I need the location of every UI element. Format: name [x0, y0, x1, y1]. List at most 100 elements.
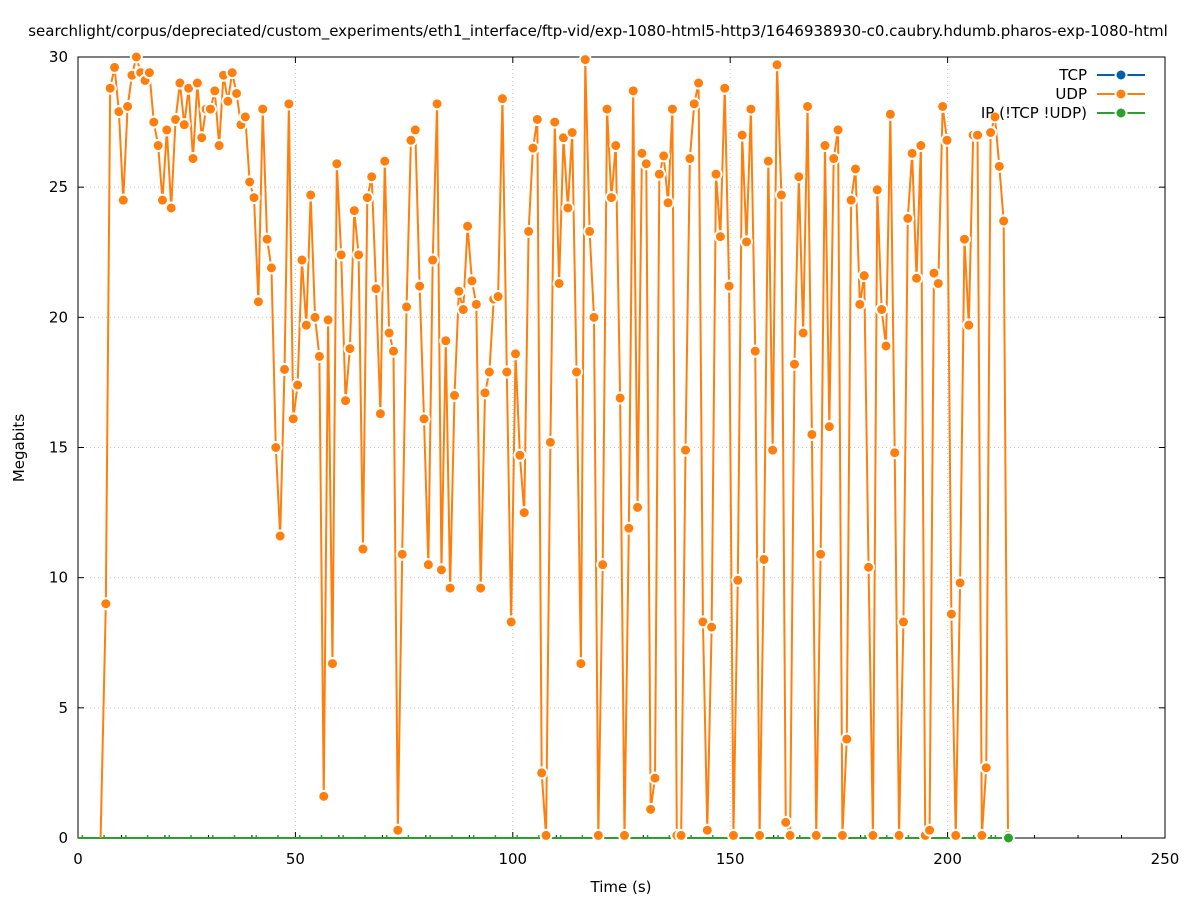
udp-data-point	[264, 261, 278, 275]
x-tick-label: 100	[498, 850, 527, 868]
udp-data-point	[631, 500, 645, 514]
udp-data-point	[639, 157, 653, 171]
udp-data-point	[108, 60, 122, 74]
udp-data-point	[439, 334, 453, 348]
udp-data-point	[356, 542, 370, 556]
udp-data-point	[940, 133, 954, 147]
udp-data-point	[190, 76, 204, 90]
udp-data-point	[718, 81, 732, 95]
udp-data-point	[565, 125, 579, 139]
udp-data-point	[596, 558, 610, 572]
legend-label: TCP	[1058, 66, 1087, 84]
udp-data-point	[212, 139, 226, 153]
udp-data-point	[726, 828, 740, 842]
legend-marker	[1114, 106, 1128, 120]
udp-data-point	[787, 357, 801, 371]
udp-data-point	[273, 529, 287, 543]
udp-data-point	[286, 412, 300, 426]
udp-data-point	[474, 581, 488, 595]
udp-data-point	[809, 828, 823, 842]
udp-data-point	[879, 339, 893, 353]
udp-data-point	[818, 139, 832, 153]
udp-data-point	[657, 149, 671, 163]
udp-data-point	[504, 615, 518, 629]
udp-data-point	[870, 183, 884, 197]
udp-data-point	[500, 365, 514, 379]
udp-data-point	[308, 310, 322, 324]
udp-data-point	[251, 295, 265, 309]
udp-data-point	[857, 269, 871, 283]
udp-data-point	[151, 139, 165, 153]
udp-data-point	[683, 152, 697, 166]
udp-data-point	[617, 828, 631, 842]
udp-data-point	[321, 313, 335, 327]
udp-data-point	[609, 139, 623, 153]
udp-data-point	[99, 597, 113, 611]
udp-data-point	[539, 828, 553, 842]
udp-data-point	[779, 815, 793, 829]
udp-data-point	[347, 204, 361, 218]
udp-data-point	[325, 657, 339, 671]
axis-ticks: 0 50 100 150 200 250 0 5 10 15 20 25 30	[49, 48, 1179, 868]
udp-data-point	[238, 110, 252, 124]
udp-data-point	[243, 175, 257, 189]
udp-data-point	[792, 170, 806, 184]
udp-data-point	[495, 92, 509, 106]
udp-data-point	[827, 152, 841, 166]
udp-data-point	[509, 347, 523, 361]
udp-data-point	[687, 97, 701, 111]
udp-data-point	[892, 828, 906, 842]
udp-data-point	[910, 271, 924, 285]
legend-label: UDP	[1055, 85, 1087, 103]
udp-data-point	[840, 732, 854, 746]
udp-data-point	[783, 828, 797, 842]
udp-data-point	[430, 97, 444, 111]
udp-data-point	[709, 167, 723, 181]
udp-data-point	[469, 297, 483, 311]
udp-data-point	[330, 157, 344, 171]
udp-data-point	[160, 123, 174, 137]
udp-data-point	[896, 615, 910, 629]
udp-data-point	[456, 303, 470, 317]
udp-data-point	[339, 394, 353, 408]
udp-data-point	[260, 232, 274, 246]
x-tick-label: 150	[716, 850, 745, 868]
udp-data-point	[543, 435, 557, 449]
udp-data-point	[491, 290, 505, 304]
udp-data-point	[853, 297, 867, 311]
udp-data-point	[644, 802, 658, 816]
udp-data-point	[866, 828, 880, 842]
udp-data-point	[923, 823, 937, 837]
udp-data-point	[317, 789, 331, 803]
udp-data-point	[278, 362, 292, 376]
udp-data-point	[395, 547, 409, 561]
udp-data-point	[796, 326, 810, 340]
y-axis-label: Megabits	[10, 414, 28, 482]
udp-data-point	[256, 102, 270, 116]
udp-data-point	[413, 279, 427, 293]
udp-data-point	[365, 170, 379, 184]
udp-data-point	[208, 84, 222, 98]
udp-data-point	[997, 214, 1011, 228]
udp-data-point	[155, 193, 169, 207]
udp-data-point	[382, 326, 396, 340]
udp-data-point	[583, 224, 597, 238]
udp-data-point	[482, 365, 496, 379]
x-tick-label: 200	[933, 850, 962, 868]
udp-data-point	[391, 823, 405, 837]
legend-marker	[1114, 87, 1128, 101]
y-tick-label: 25	[49, 178, 68, 196]
udp-data-point	[753, 828, 767, 842]
udp-data-point	[116, 193, 130, 207]
udp-data-point	[984, 125, 998, 139]
udp-data-point	[713, 230, 727, 244]
udp-data-point	[757, 552, 771, 566]
udp-data-point	[992, 159, 1006, 173]
udp-data-point	[461, 219, 475, 233]
udp-data-point	[648, 771, 662, 785]
udp-data-point	[665, 102, 679, 116]
udp-data-point	[626, 84, 640, 98]
udp-data-point	[805, 427, 819, 441]
y-tick-label: 15	[49, 439, 68, 457]
